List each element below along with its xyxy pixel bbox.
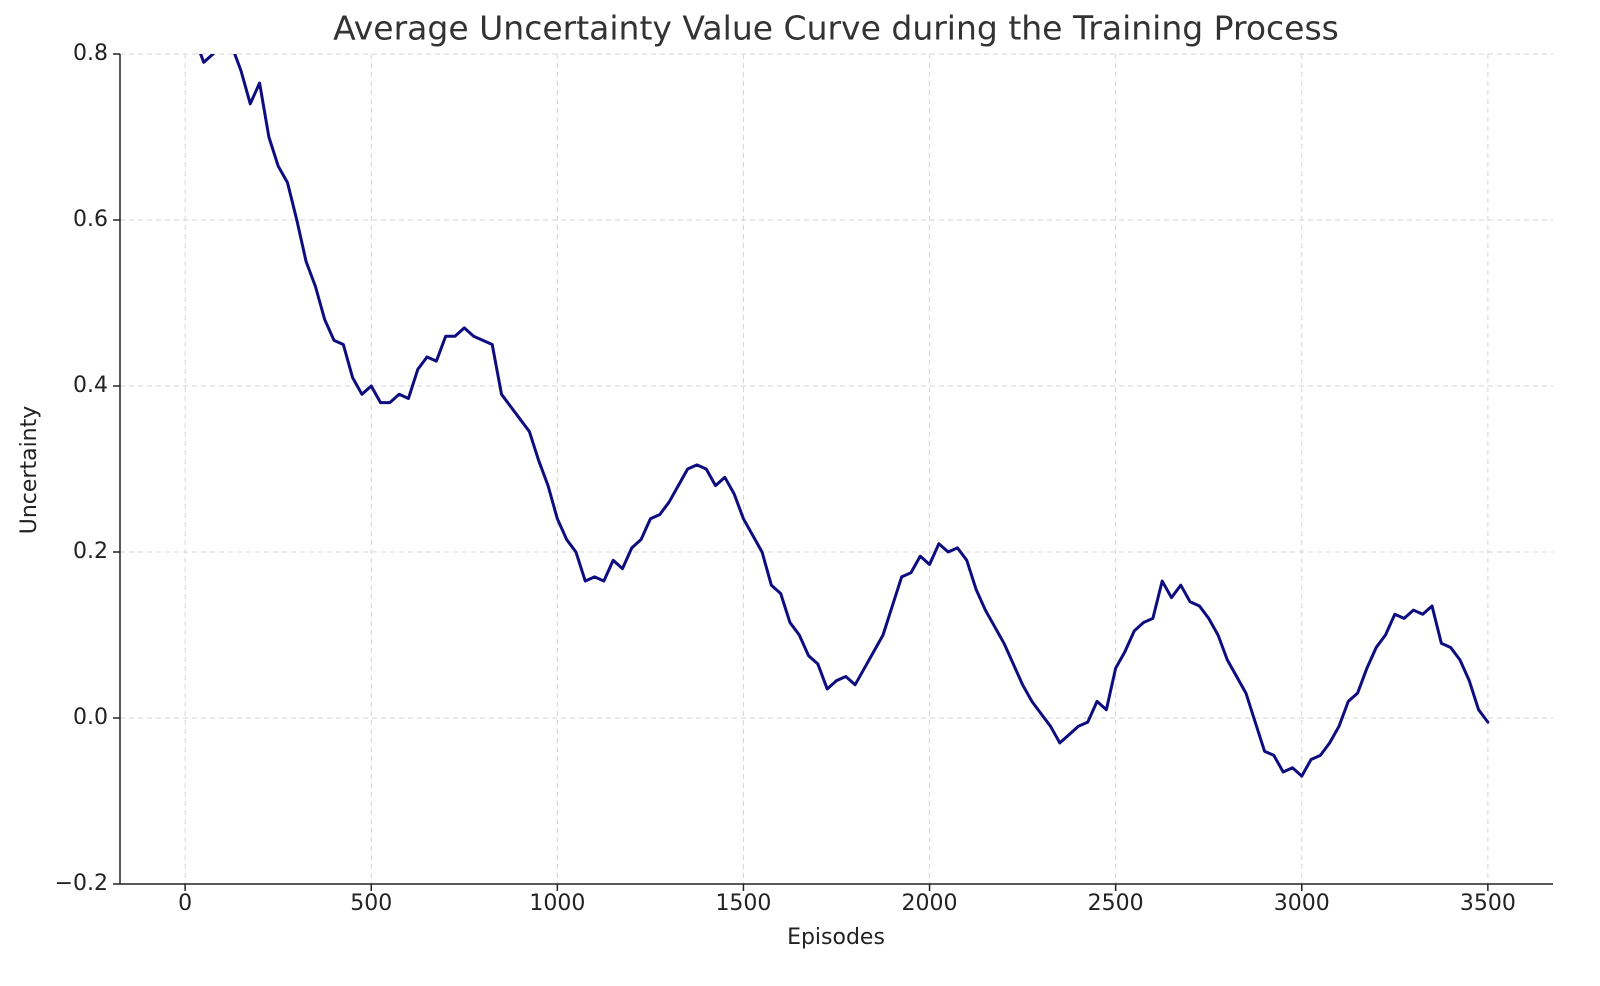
x-tick-label: 1500	[715, 891, 771, 916]
y-axis-label: Uncertainty	[17, 406, 42, 535]
y-tick-label: −0.2	[55, 871, 108, 896]
x-tick-label: 1000	[529, 891, 585, 916]
data-line	[199, 54, 1490, 778]
grid	[120, 53, 1553, 885]
x-tick-label: 0	[178, 891, 192, 916]
y-tick-label: 0.6	[73, 207, 108, 232]
plot-area	[199, 54, 1490, 778]
x-tick-label: 2500	[1088, 891, 1144, 916]
y-tick-label: 0.8	[73, 41, 108, 66]
ticks: −0.2 0.0 0.2 0.4 0.6 0.8 0 500 1000 1500 2000 2500 3…	[55, 41, 1516, 916]
x-tick-label: 2000	[902, 891, 958, 916]
x-tick-label: 3500	[1460, 891, 1516, 916]
x-tick-label: 500	[350, 891, 392, 916]
y-tick-label: 0.2	[73, 539, 108, 564]
chart-title: Average Uncertainty Value Curve during t…	[333, 9, 1339, 48]
x-tick-label: 3000	[1274, 891, 1330, 916]
y-tick-label: 0.4	[73, 373, 108, 398]
y-tick-label: 0.0	[73, 705, 108, 730]
x-axis-label: Episodes	[787, 925, 885, 950]
